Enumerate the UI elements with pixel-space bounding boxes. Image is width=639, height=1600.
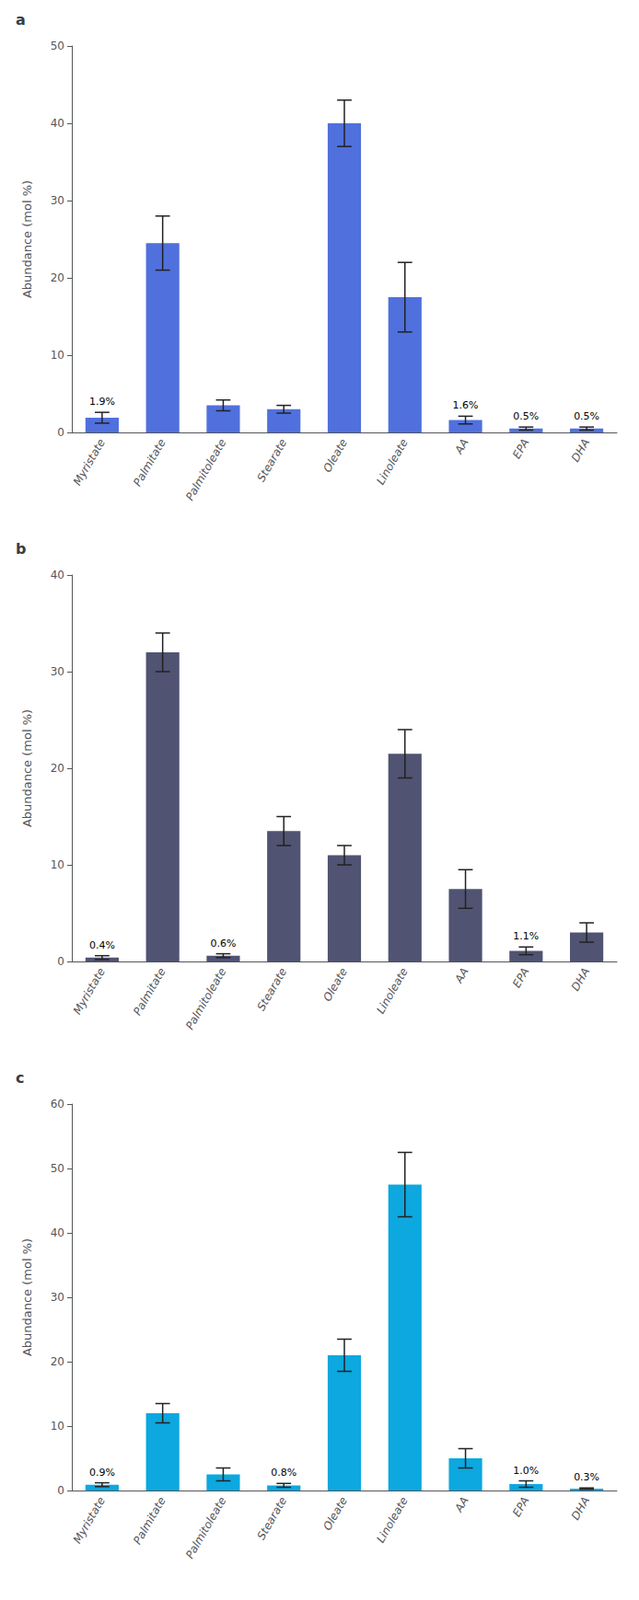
svg-text:0.5%: 0.5% <box>512 410 539 423</box>
svg-text:0: 0 <box>57 426 65 440</box>
svg-text:1.1%: 1.1% <box>512 930 539 943</box>
svg-text:DHA: DHA <box>569 436 593 465</box>
svg-text:Abundance (mol %): Abundance (mol %) <box>20 1239 35 1358</box>
svg-text:10: 10 <box>50 1420 65 1434</box>
svg-text:0.3%: 0.3% <box>573 1472 600 1485</box>
svg-text:DHA: DHA <box>569 1495 593 1523</box>
svg-text:Myristate: Myristate <box>70 1495 108 1547</box>
svg-text:Linoleate: Linoleate <box>373 1495 411 1546</box>
svg-text:c: c <box>15 1069 24 1088</box>
svg-text:40: 40 <box>50 116 65 130</box>
svg-text:Palmitoleate: Palmitoleate <box>183 436 230 503</box>
svg-text:30: 30 <box>50 194 65 208</box>
svg-text:AA: AA <box>452 965 472 987</box>
svg-text:DHA: DHA <box>569 965 593 994</box>
svg-text:40: 40 <box>50 1227 65 1241</box>
svg-text:50: 50 <box>50 39 65 53</box>
svg-text:Oleate: Oleate <box>320 965 350 1004</box>
svg-text:Linoleate: Linoleate <box>373 965 411 1017</box>
svg-text:10: 10 <box>50 348 65 362</box>
svg-text:0: 0 <box>57 1485 65 1499</box>
svg-text:EPA: EPA <box>510 436 532 461</box>
svg-text:a: a <box>15 11 26 29</box>
svg-text:EPA: EPA <box>510 965 532 990</box>
svg-text:Abundance (mol %): Abundance (mol %) <box>20 180 35 299</box>
svg-text:Palmitate: Palmitate <box>130 1495 169 1547</box>
svg-text:0.6%: 0.6% <box>209 938 236 951</box>
svg-text:30: 30 <box>50 1291 65 1305</box>
svg-text:30: 30 <box>50 665 65 679</box>
svg-text:Palmitoleate: Palmitoleate <box>183 1495 230 1562</box>
svg-text:0.4%: 0.4% <box>89 940 116 953</box>
svg-text:Stearate: Stearate <box>254 436 290 484</box>
svg-text:20: 20 <box>50 762 65 776</box>
svg-text:Palmitate: Palmitate <box>130 965 169 1018</box>
svg-text:b: b <box>15 540 26 558</box>
svg-text:Oleate: Oleate <box>320 436 350 475</box>
svg-text:1.0%: 1.0% <box>512 1465 539 1478</box>
svg-text:Oleate: Oleate <box>320 1495 350 1534</box>
svg-text:AA: AA <box>452 436 472 457</box>
svg-text:Stearate: Stearate <box>254 1495 290 1543</box>
svg-text:40: 40 <box>50 569 65 582</box>
svg-text:50: 50 <box>50 1162 65 1176</box>
svg-text:Stearate: Stearate <box>254 965 290 1013</box>
svg-text:10: 10 <box>50 859 65 872</box>
svg-text:0.9%: 0.9% <box>89 1467 116 1480</box>
svg-text:20: 20 <box>50 1356 65 1370</box>
svg-text:EPA: EPA <box>510 1495 532 1520</box>
svg-text:Palmitate: Palmitate <box>130 436 169 488</box>
svg-text:Linoleate: Linoleate <box>373 436 411 488</box>
svg-text:1.9%: 1.9% <box>89 395 116 408</box>
svg-text:0: 0 <box>57 955 65 969</box>
svg-text:0.8%: 0.8% <box>270 1467 297 1480</box>
svg-text:Myristate: Myristate <box>70 965 108 1018</box>
svg-text:20: 20 <box>50 271 65 285</box>
svg-text:1.6%: 1.6% <box>453 399 479 412</box>
svg-text:Myristate: Myristate <box>70 436 108 488</box>
svg-text:AA: AA <box>452 1495 472 1516</box>
svg-text:0.5%: 0.5% <box>573 410 600 423</box>
svg-text:60: 60 <box>50 1098 65 1112</box>
svg-text:Abundance (mol %): Abundance (mol %) <box>20 709 35 828</box>
svg-text:Palmitoleate: Palmitoleate <box>183 965 230 1033</box>
